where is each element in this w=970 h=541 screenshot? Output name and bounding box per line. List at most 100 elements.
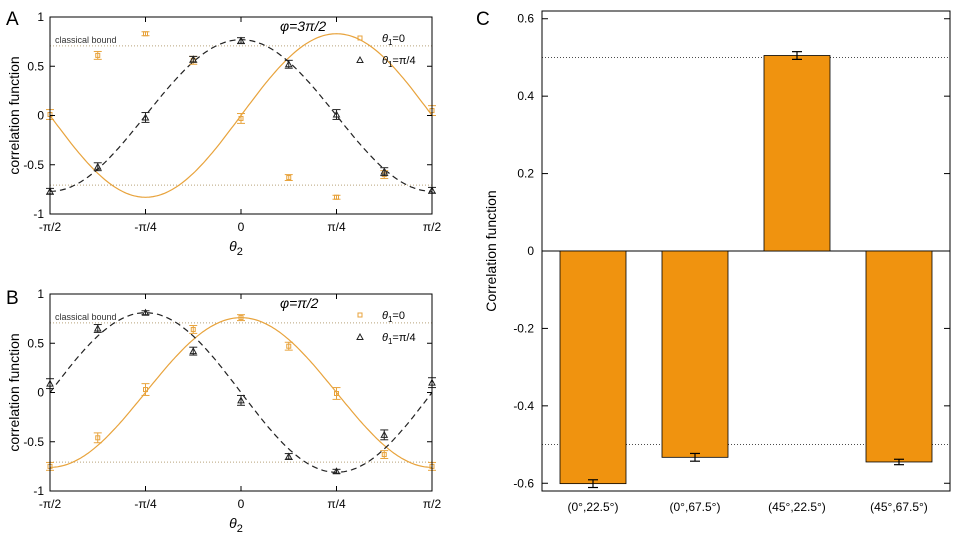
x-tick-label: 0: [238, 497, 245, 511]
legend-label-value: =π/4: [392, 332, 415, 344]
x-tick-label: -π/2: [39, 220, 62, 234]
legend-label-sub: 1: [388, 315, 393, 324]
y-axis-label: Correlation function: [483, 190, 499, 311]
y-axis-label: correlation function: [6, 56, 22, 174]
x-axis-label-sub: 2: [237, 246, 243, 258]
data-point: [190, 326, 196, 332]
y-tick-label: 0.2: [517, 167, 534, 181]
legend-marker: [356, 55, 364, 63]
bar: [559, 250, 627, 485]
x-tick-label: (45°,22.5°): [768, 500, 826, 514]
y-tick-label: -0.2: [513, 321, 534, 335]
x-tick-label: (0°,67.5°): [670, 500, 721, 514]
y-tick-label: -1: [33, 207, 44, 221]
x-tick-label: -π/4: [134, 497, 157, 511]
legend-label-value: =π/4: [392, 55, 415, 67]
legend-label-value: =0: [392, 310, 405, 322]
y-tick-label: -0.6: [513, 476, 534, 490]
y-axis-label: correlation function: [6, 333, 22, 451]
x-tick-label: (45°,67.5°): [870, 500, 928, 514]
x-tick-label: 0: [238, 220, 245, 234]
data-point: [286, 343, 292, 349]
y-tick-label: -1: [33, 484, 44, 498]
legend-label-value: =0: [392, 33, 405, 45]
x-axis-label: θ2: [229, 238, 243, 258]
legend-marker: [356, 332, 364, 340]
x-axis-label: θ2: [229, 515, 243, 535]
x-tick-label: -π/2: [39, 497, 62, 511]
data-point: [238, 315, 244, 321]
legend-label-sub: 1: [388, 60, 393, 69]
y-tick-label: 0.4: [517, 89, 534, 103]
data-point: [380, 430, 389, 438]
data-point: [143, 31, 148, 37]
data-point: [237, 36, 245, 44]
bar: [763, 55, 831, 252]
classical-bound-label: classical bound: [55, 312, 117, 322]
data-point: [284, 60, 293, 68]
data-point: [143, 387, 148, 393]
x-tick-label: π/2: [423, 220, 442, 234]
panel-letter: C: [476, 9, 490, 30]
y-tick-label: 0.6: [517, 12, 534, 26]
panel-letter: A: [6, 9, 19, 30]
data-point: [95, 435, 101, 441]
phase-annotation: φ=π/2: [280, 295, 319, 311]
legend-label-symbol: θ: [382, 310, 388, 322]
legend-label-sub: 1: [388, 38, 393, 47]
data-point: [284, 452, 293, 460]
y-tick-label: 1: [37, 287, 44, 301]
data-point: [238, 115, 244, 121]
data-point: [93, 162, 102, 170]
x-axis-label-sub: 2: [237, 523, 243, 535]
data-point: [332, 467, 341, 475]
legend-marker: [357, 35, 363, 41]
data-point: [380, 167, 389, 175]
x-tick-label: π/2: [423, 497, 442, 511]
legend-label: θ1=0: [382, 310, 405, 324]
y-tick-label: 0: [527, 244, 534, 258]
phase-annotation: φ=3π/2: [280, 18, 326, 34]
classical-bound-label: classical bound: [55, 35, 117, 45]
x-tick-label: (0°,22.5°): [568, 500, 619, 514]
legend-label: θ1=π/4: [382, 55, 416, 69]
fit-curve-1: [49, 316, 433, 468]
data-point: [286, 175, 292, 181]
data-point: [95, 52, 101, 58]
panel-letter: B: [6, 288, 19, 309]
x-tick-label: -π/4: [134, 220, 157, 234]
data-point: [93, 324, 102, 332]
y-tick-label: 0: [37, 386, 44, 400]
plot-frame: [49, 293, 433, 492]
data-point: [381, 452, 387, 458]
bar: [661, 250, 729, 458]
data-point: [189, 347, 198, 355]
data-point: [141, 308, 150, 316]
y-tick-label: 0.5: [27, 59, 44, 73]
data-point: [334, 390, 339, 396]
data-point: [237, 396, 245, 404]
y-tick-label: -0.5: [23, 158, 44, 172]
legend-label: θ1=0: [382, 33, 405, 47]
bar: [865, 250, 933, 463]
legend-label-symbol: θ: [382, 55, 388, 67]
data-point: [189, 55, 198, 63]
y-tick-label: 0.5: [27, 336, 44, 350]
fit-curve-2: [49, 312, 433, 473]
legend-label: θ1=π/4: [382, 332, 416, 346]
data-point: [332, 110, 341, 118]
data-point: [141, 113, 150, 121]
x-tick-label: π/4: [327, 220, 346, 234]
y-tick-label: -0.4: [513, 399, 534, 413]
x-tick-label: π/4: [327, 497, 346, 511]
legend-label-symbol: θ: [382, 332, 388, 344]
data-point: [334, 194, 339, 200]
y-tick-label: 0: [37, 109, 44, 123]
legend-label-symbol: θ: [382, 33, 388, 45]
legend-marker: [357, 312, 363, 318]
y-tick-label: -0.5: [23, 435, 44, 449]
panel-c: C (0°,22.5°) (0°,67.5°) (45°,22.5°) (45°,67.…: [476, 9, 951, 514]
